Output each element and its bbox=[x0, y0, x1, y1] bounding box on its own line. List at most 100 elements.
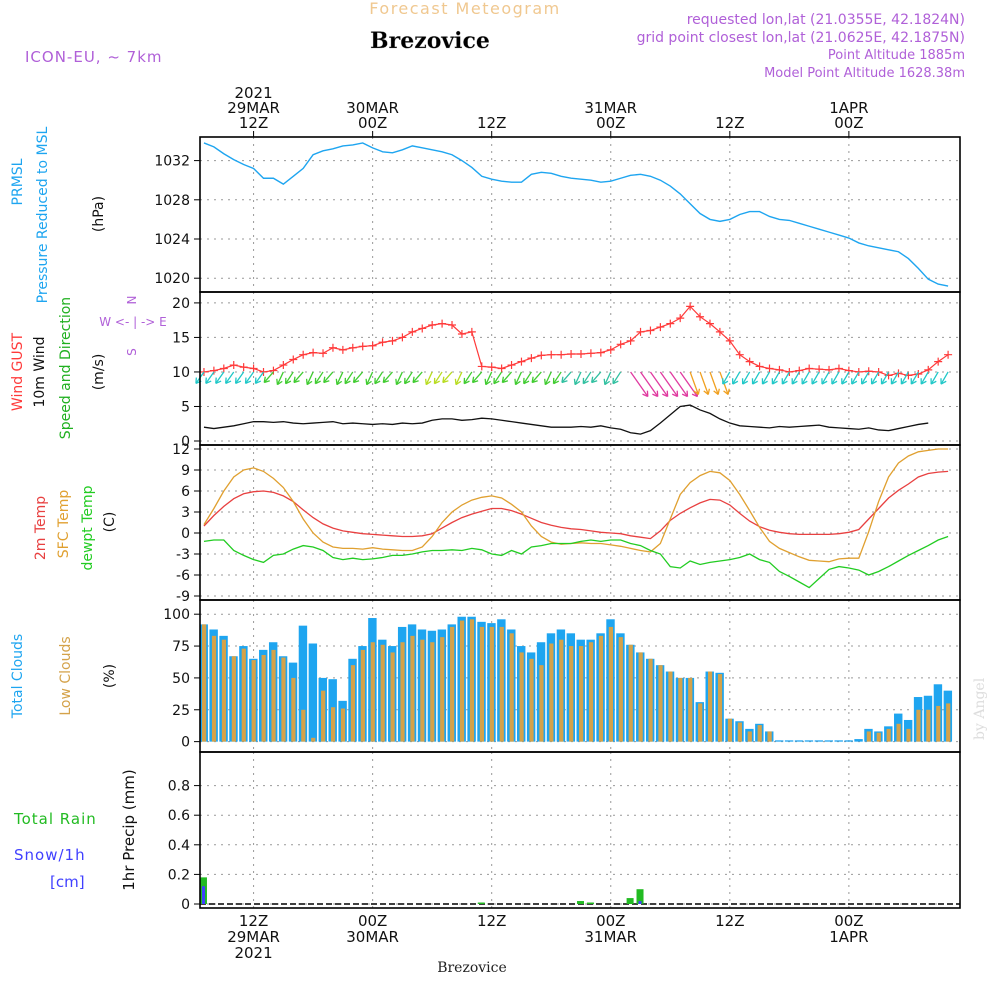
wind-direction-arrow bbox=[442, 371, 453, 383]
y-tick-label: 15 bbox=[172, 330, 190, 346]
low-cloud-bar bbox=[688, 677, 693, 742]
bottom-time-label: 30MAR bbox=[346, 928, 399, 946]
y-tick-label: 75 bbox=[172, 639, 190, 655]
wind-direction-arrow bbox=[920, 371, 929, 385]
gust-marker bbox=[249, 364, 258, 373]
wind-arrow-head bbox=[442, 376, 449, 384]
wind-direction-arrow bbox=[235, 371, 245, 384]
gust-marker bbox=[676, 314, 685, 323]
low-cloud-bar bbox=[678, 677, 683, 742]
gust-marker bbox=[686, 302, 695, 311]
wind-direction-arrow bbox=[679, 371, 698, 397]
gust-marker bbox=[199, 367, 208, 376]
gust-marker bbox=[696, 312, 705, 321]
low-cloud-bar bbox=[936, 705, 941, 742]
wind-arrow-head bbox=[365, 378, 372, 386]
wind-arrow-head bbox=[225, 377, 232, 385]
wind-arrow-head bbox=[254, 377, 262, 385]
low-cloud-bar bbox=[380, 644, 385, 742]
bottom-time-label: 1APR bbox=[829, 928, 868, 946]
snow-label: Snow/1h bbox=[14, 846, 86, 864]
bottom-time-label: 12Z bbox=[477, 912, 506, 930]
gust-marker bbox=[735, 350, 744, 359]
rain-bar bbox=[636, 889, 644, 904]
low-cloud-bar bbox=[499, 626, 504, 742]
y-tick-label: 1032 bbox=[154, 154, 190, 170]
wind-arrow-head bbox=[382, 376, 390, 384]
wind-arrow-head bbox=[860, 378, 868, 385]
pressure-label-short: PRMSL bbox=[10, 158, 26, 205]
y-tick-label: 25 bbox=[172, 703, 190, 719]
y-tick-label: 0 bbox=[181, 897, 190, 913]
wind-direction-arrow bbox=[699, 371, 709, 395]
gust-marker bbox=[448, 321, 457, 329]
wind-direction-arrow bbox=[561, 371, 572, 383]
wind-arrow-head bbox=[323, 376, 330, 384]
low-cloud-bar bbox=[717, 674, 723, 742]
wind-direction-arrow bbox=[455, 371, 463, 385]
low-cloud-bar bbox=[579, 646, 584, 742]
footer-label: Brezovice bbox=[437, 960, 507, 976]
wind-direction-arrow bbox=[582, 371, 592, 385]
low-cloud-bar bbox=[231, 656, 236, 742]
gust-marker bbox=[914, 370, 923, 379]
gust-marker bbox=[497, 364, 506, 373]
total-cloud-bar bbox=[804, 740, 814, 742]
grid-lines bbox=[200, 137, 960, 908]
low-cloud-bar bbox=[727, 718, 733, 742]
low-cloud-bar bbox=[440, 637, 445, 742]
panel-frame bbox=[199, 291, 961, 446]
wind-direction-arrow bbox=[781, 371, 790, 385]
wind-arrow-head bbox=[741, 378, 749, 385]
gust-marker bbox=[338, 345, 347, 354]
gust-marker bbox=[438, 319, 447, 328]
snow-unit-label: [cm] bbox=[50, 873, 85, 891]
total-cloud-bar bbox=[814, 740, 824, 742]
dewpt-line bbox=[203, 535, 949, 589]
wind-direction-arrow bbox=[493, 371, 503, 385]
wind-direction-arrow bbox=[552, 371, 562, 385]
top-time-label: 00Z bbox=[834, 114, 863, 132]
low-cloud-bar bbox=[479, 626, 485, 742]
wind-direction-arrow bbox=[336, 371, 344, 385]
gust-marker bbox=[358, 342, 367, 351]
gust-marker bbox=[596, 348, 605, 357]
wind-arrow-head bbox=[591, 376, 598, 384]
wind-arrow-head bbox=[900, 378, 907, 385]
wind-direction-arrow bbox=[940, 371, 949, 385]
wind-arrow-head bbox=[841, 378, 848, 385]
wind-direction-arrow bbox=[649, 371, 669, 397]
wind-direction-arrow bbox=[215, 371, 225, 384]
wind-arrow-head bbox=[552, 377, 560, 385]
low-cloud-bar bbox=[876, 732, 881, 742]
gust-marker bbox=[457, 329, 466, 338]
low-cloud-bar bbox=[916, 709, 921, 742]
pressure-unit-label: (hPa) bbox=[91, 196, 107, 232]
y-tick-label: 0.8 bbox=[168, 779, 190, 795]
wind-arrow-head bbox=[870, 378, 878, 385]
top-time-label: 1APR bbox=[829, 99, 868, 117]
low-cloud-bar bbox=[866, 731, 871, 742]
wind-arrow-head bbox=[940, 378, 947, 385]
gust-marker bbox=[547, 350, 556, 359]
wind-arrow-head bbox=[412, 376, 419, 384]
low-cloud-bar bbox=[251, 660, 256, 742]
wind-direction-arrow bbox=[344, 371, 354, 385]
low-cloud-bar bbox=[668, 671, 673, 742]
wind-arrow-head bbox=[821, 378, 828, 385]
wind-direction-arrow bbox=[523, 371, 532, 385]
wind-arrow-head bbox=[352, 376, 360, 384]
gust-marker bbox=[795, 366, 804, 375]
y-tick-label: 0 bbox=[181, 735, 190, 751]
gust-marker bbox=[705, 319, 714, 328]
total-cloud-bar bbox=[844, 740, 853, 742]
gust-marker bbox=[418, 324, 427, 333]
gust-marker bbox=[408, 327, 417, 336]
gust-marker bbox=[388, 336, 397, 345]
requested-coords: requested lon,lat (21.0355E, 42.1824N) bbox=[687, 12, 965, 28]
gust-marker bbox=[279, 361, 288, 370]
gridpoint-coords: grid point closest lon,lat (21.0625E, 42… bbox=[637, 30, 965, 46]
y-tick-label: 12 bbox=[172, 442, 190, 458]
wind-direction-arrow bbox=[659, 371, 679, 397]
wind-direction-arrow bbox=[514, 371, 523, 385]
